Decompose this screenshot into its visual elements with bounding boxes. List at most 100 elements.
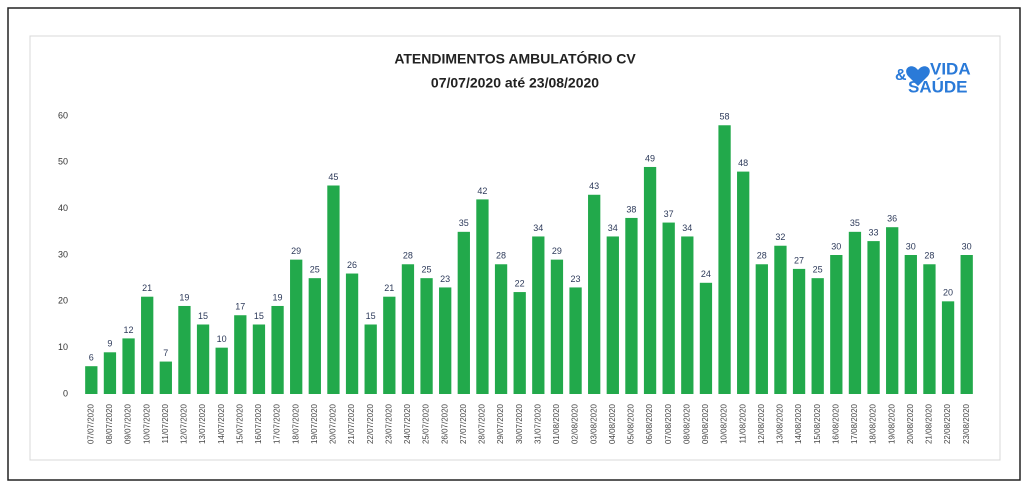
x-tick-label: 12/08/2020 [757, 403, 766, 444]
x-tick-label: 30/07/2020 [515, 403, 524, 444]
bar [234, 315, 247, 394]
x-tick-label: 25/07/2020 [422, 403, 431, 444]
x-tick-label: 02/08/2020 [571, 403, 580, 444]
data-label: 22 [515, 278, 525, 288]
x-tick-label: 10/07/2020 [142, 403, 151, 444]
chart-title: ATENDIMENTOS AMBULATÓRIO CV [394, 50, 636, 67]
bar [867, 241, 880, 394]
bar [345, 273, 359, 394]
bar [625, 217, 638, 394]
y-tick-label: 0 [63, 388, 68, 398]
bar [141, 296, 154, 394]
x-tick-label: 23/08/2020 [962, 403, 971, 444]
data-label: 28 [924, 251, 934, 261]
bar [122, 338, 135, 394]
x-tick-label: 16/07/2020 [254, 403, 263, 444]
x-tick-label: 13/07/2020 [198, 403, 207, 444]
data-label: 34 [533, 223, 543, 233]
x-tick-label: 08/07/2020 [105, 403, 114, 444]
bar [811, 278, 824, 394]
data-label: 32 [775, 232, 785, 242]
bar [792, 268, 806, 394]
bar [569, 287, 582, 394]
logo-amp: & [895, 67, 907, 84]
data-label: 43 [589, 181, 599, 191]
bar [457, 231, 470, 394]
bar [290, 259, 303, 394]
x-tick-label: 24/07/2020 [403, 403, 412, 444]
y-tick-label: 40 [58, 203, 68, 213]
bar [271, 305, 284, 394]
data-label: 37 [664, 209, 674, 219]
bar [904, 255, 917, 394]
bar [439, 287, 452, 394]
data-label: 23 [571, 274, 581, 284]
x-tick-label: 12/07/2020 [180, 403, 189, 444]
x-tick-label: 09/08/2020 [701, 403, 710, 444]
data-label: 15 [198, 311, 208, 321]
bar [755, 264, 768, 394]
data-label: 33 [869, 227, 879, 237]
data-label: 10 [217, 334, 227, 344]
logo: VIDA & SAÚDE [895, 59, 971, 96]
x-tick-label: 10/08/2020 [720, 403, 729, 444]
x-tick-label: 04/08/2020 [608, 403, 617, 444]
logo-heart [906, 66, 930, 86]
bar [699, 282, 713, 394]
x-tick-label: 28/07/2020 [478, 403, 487, 444]
data-label: 28 [757, 251, 767, 261]
bar [308, 278, 321, 394]
data-label: 25 [310, 265, 320, 275]
x-tick-label: 29/07/2020 [496, 403, 505, 444]
y-tick-label: 50 [58, 157, 68, 167]
data-label: 25 [813, 265, 823, 275]
bar [960, 255, 973, 394]
data-label: 35 [459, 218, 469, 228]
data-label: 6 [89, 353, 94, 363]
bar [643, 166, 657, 394]
bar [178, 305, 191, 394]
bar [550, 259, 564, 394]
bar [252, 324, 266, 394]
bar [848, 231, 862, 394]
data-label: 45 [328, 172, 338, 182]
x-tick-label: 16/08/2020 [831, 403, 840, 444]
bar [737, 171, 750, 394]
data-label: 20 [943, 288, 953, 298]
bar [532, 236, 545, 394]
bar [383, 296, 396, 394]
x-tick-label: 06/08/2020 [645, 403, 654, 444]
x-tick-label: 14/07/2020 [217, 403, 226, 444]
data-label: 25 [422, 265, 432, 275]
data-label: 29 [291, 246, 301, 256]
x-tick-label: 18/07/2020 [291, 403, 300, 444]
x-tick-label: 26/07/2020 [440, 403, 449, 444]
bar [718, 125, 731, 395]
bar [513, 292, 526, 394]
data-label: 9 [107, 339, 112, 349]
x-tick-label: 27/07/2020 [459, 403, 468, 444]
bar [103, 352, 117, 394]
data-label: 30 [962, 241, 972, 251]
data-label: 15 [254, 311, 264, 321]
bar [886, 227, 899, 394]
x-tick-label: 07/08/2020 [664, 403, 673, 444]
data-label: 17 [235, 302, 245, 312]
bar [606, 236, 619, 394]
data-label: 19 [273, 292, 283, 302]
x-tick-label: 13/08/2020 [776, 403, 785, 444]
y-tick-label: 60 [58, 110, 68, 120]
x-tick-label: 22/08/2020 [943, 403, 952, 444]
bar [681, 236, 694, 394]
x-tick-label: 11/07/2020 [161, 403, 170, 443]
data-label: 7 [163, 348, 168, 358]
x-tick-label: 20/08/2020 [906, 403, 915, 444]
data-label: 29 [552, 246, 562, 256]
x-tick-label: 31/07/2020 [533, 403, 542, 444]
x-tick-label: 05/08/2020 [627, 403, 636, 444]
x-tick-label: 03/08/2020 [589, 403, 598, 444]
data-label: 34 [682, 223, 692, 233]
data-label: 34 [608, 223, 618, 233]
bar [830, 255, 843, 394]
